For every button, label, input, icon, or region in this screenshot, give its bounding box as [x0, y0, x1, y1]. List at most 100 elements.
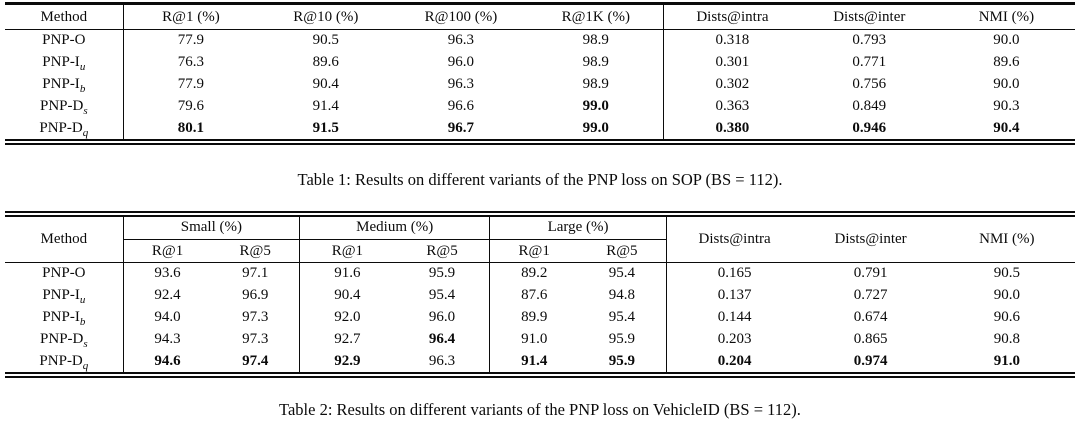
value-cell: 89.6	[312, 54, 339, 70]
value-cell: 0.302	[663, 73, 801, 96]
value-cell: 90.4	[993, 119, 1020, 136]
value-cell: 92.9	[299, 350, 395, 375]
table-1-results-sop: Method R@1 (%) R@10 (%) R@100 (%) R@1K (…	[5, 2, 1075, 145]
value-cell: 95.4	[428, 287, 456, 303]
value-cell: 89.2	[489, 262, 579, 285]
table-2-results-vehicleid: Method Small (%) Medium (%) Large (%) Di…	[5, 210, 1075, 378]
column-header-small-r1: R@1	[122, 239, 212, 263]
table-row: PNP-O 93.6 97.1 91.6 95.9 89.2 95.4 0.165 0.791 9…	[5, 262, 1075, 285]
table-1-header-row: Method R@1 (%) R@10 (%) R@100 (%) R@1K (…	[5, 3, 1075, 30]
method-subscript: u	[79, 61, 86, 73]
table-row: PNP-Iu 76.3 89.6 96.0 98.9 0.301 0.771 89.6	[5, 51, 1075, 74]
value-cell: 91.0	[489, 328, 579, 351]
method-subscript: u	[79, 294, 86, 306]
value-cell: 90.4	[312, 76, 339, 92]
column-header-dists-intra: Dists@intra	[663, 3, 801, 30]
value-cell: 94.0	[122, 306, 212, 329]
table-1-body: PNP-O 77.9 90.5 96.3 98.9 0.318 0.793 90.0 PNP-I…	[5, 29, 1075, 142]
value-cell: 76.3	[122, 51, 259, 74]
table-row: PNP-O 77.9 90.5 96.3 98.9 0.318 0.793 90.0	[5, 29, 1075, 52]
column-header-nmi: NMI (%)	[937, 3, 1075, 30]
column-header-large-r5: R@5	[578, 239, 667, 263]
value-cell: 90.0	[993, 287, 1020, 303]
method-subscript: s	[83, 105, 88, 117]
value-cell: 92.4	[122, 284, 212, 307]
column-header-r1: R@1 (%)	[122, 3, 259, 30]
value-cell: 0.204	[665, 350, 803, 375]
value-cell: 87.6	[489, 284, 579, 307]
column-header-dists-inter: Dists@inter	[800, 3, 938, 30]
value-cell: 0.137	[665, 284, 803, 307]
value-cell: 0.301	[663, 51, 801, 74]
method-name: PNP-Ib	[42, 309, 86, 328]
value-cell: 89.6	[993, 54, 1020, 70]
value-cell: 90.8	[993, 331, 1020, 347]
method-subscript: q	[82, 359, 89, 372]
value-cell: 91.0	[993, 352, 1020, 369]
value-cell: 96.6	[447, 98, 475, 114]
table-row: PNP-Ib 77.9 90.4 96.3 98.9 0.302 0.756 90.0	[5, 73, 1075, 96]
column-header-r10: R@10 (%)	[258, 3, 394, 30]
method-subscript: b	[79, 83, 86, 95]
value-cell: 91.4	[312, 98, 339, 114]
method-subscript: s	[83, 338, 88, 350]
column-header-dists-inter: Dists@inter	[802, 213, 939, 263]
method-name: PNP-Iu	[42, 287, 86, 306]
value-cell: 0.771	[852, 54, 887, 70]
group-header-small: Small (%)	[122, 213, 300, 240]
value-cell: 90.0	[993, 76, 1020, 92]
value-cell: 0.674	[853, 309, 888, 325]
table-row: PNP-Ds 79.6 91.4 96.6 99.0 0.363 0.849 90.3	[5, 95, 1075, 118]
method-name: PNP-O	[42, 265, 86, 282]
group-header-large: Large (%)	[489, 213, 667, 240]
value-cell: 99.0	[582, 119, 609, 136]
value-cell: 95.9	[428, 265, 456, 282]
value-cell: 89.9	[489, 306, 579, 329]
table-2-group-header-row: Method Small (%) Medium (%) Large (%) Di…	[5, 213, 1075, 263]
table-2-caption: Table 2: Results on different variants o…	[279, 399, 801, 419]
column-header-r100: R@100 (%)	[393, 3, 529, 30]
value-cell: 0.849	[852, 98, 887, 114]
value-cell: 97.1	[242, 265, 269, 282]
value-cell: 98.9	[582, 54, 609, 70]
value-cell: 0.974	[853, 352, 888, 369]
value-cell: 92.7	[299, 328, 395, 351]
value-cell: 96.3	[447, 76, 475, 92]
value-cell: 96.0	[428, 309, 456, 325]
value-cell: 90.6	[993, 309, 1020, 325]
value-cell: 99.0	[582, 98, 609, 114]
value-cell: 94.3	[122, 328, 212, 351]
value-cell: 96.3	[428, 352, 456, 369]
column-header-r1k: R@1K (%)	[528, 3, 664, 30]
method-name: PNP-Ib	[42, 76, 86, 95]
value-cell: 80.1	[122, 117, 259, 142]
value-cell: 0.380	[663, 117, 801, 142]
table-1-figure: Method R@1 (%) R@10 (%) R@100 (%) R@1K (…	[5, 2, 1075, 190]
value-cell: 0.165	[665, 262, 803, 285]
value-cell: 98.9	[582, 32, 609, 49]
value-cell: 94.8	[608, 287, 635, 303]
value-cell: 90.5	[993, 265, 1020, 282]
value-cell: 90.0	[993, 32, 1020, 49]
value-cell: 77.9	[122, 73, 259, 96]
table-2-header: Method Small (%) Medium (%) Large (%) Di…	[5, 213, 1075, 263]
table-1-caption: Table 1: Results on different variants o…	[297, 169, 783, 189]
value-cell: 0.793	[852, 32, 887, 49]
table-2-figure: Method Small (%) Medium (%) Large (%) Di…	[5, 210, 1075, 420]
method-subscript: b	[79, 316, 86, 328]
method-name: PNP-Dq	[39, 352, 89, 372]
value-cell: 93.6	[122, 262, 212, 285]
value-cell: 91.4	[489, 350, 579, 375]
value-cell: 96.0	[447, 54, 475, 70]
value-cell: 0.791	[853, 265, 888, 282]
table-row: PNP-Iu 92.4 96.9 90.4 95.4 87.6 94.8 0.137 0.727…	[5, 284, 1075, 307]
value-cell: 95.4	[608, 309, 635, 325]
value-cell: 95.9	[608, 331, 635, 347]
table-2-sub-header-row: R@1 R@5 R@1 R@5 R@1 R@5	[5, 239, 1075, 263]
column-header-dists-intra: Dists@intra	[665, 213, 803, 263]
group-header-medium: Medium (%)	[299, 213, 490, 240]
method-name: PNP-Dq	[39, 119, 89, 139]
table-row: PNP-Ds 94.3 97.3 92.7 96.4 91.0 95.9 0.203 0.865…	[5, 328, 1075, 351]
value-cell: 90.4	[299, 284, 395, 307]
method-subscript: q	[82, 126, 89, 139]
